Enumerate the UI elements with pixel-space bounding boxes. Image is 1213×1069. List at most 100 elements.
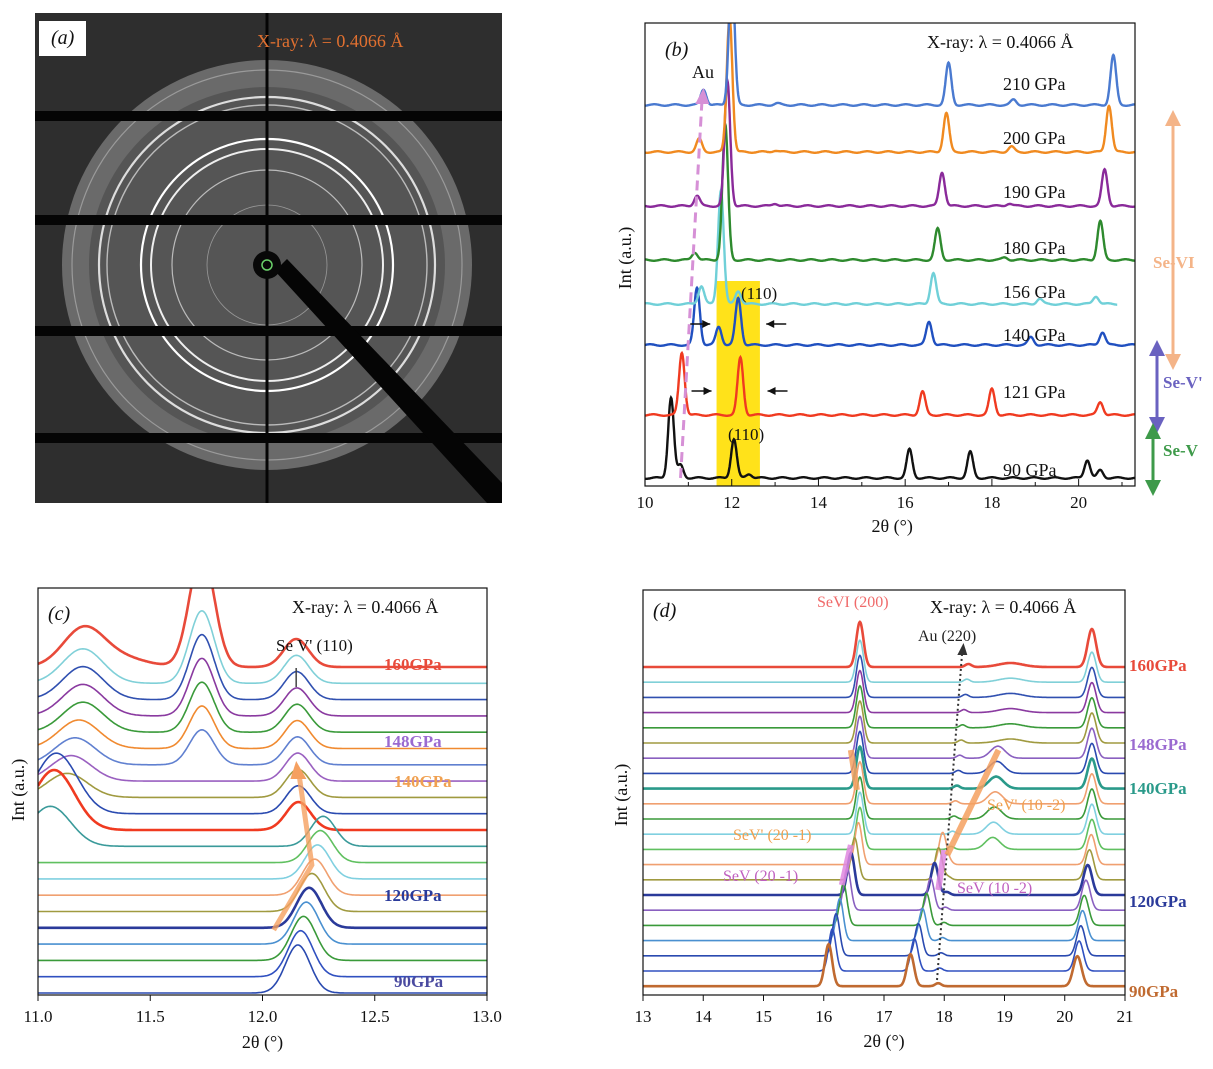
panel-c: 11.0 11.5 12.0 12.5 13.0 2θ (°) Int (a.u.) (c) X… xyxy=(0,585,520,1064)
d-annotation-2: SeV' (20 -1) xyxy=(733,827,811,844)
xtick-label-14: 14 xyxy=(810,493,828,512)
beamstop xyxy=(253,251,281,279)
phase-arrowhead-bottom-0 xyxy=(1165,354,1181,370)
pressure-label-156gpa: 156 GPa xyxy=(1003,282,1066,302)
phase-arrowhead-top-2 xyxy=(1145,423,1161,439)
panel-d-xlabel: 2θ (°) xyxy=(863,1031,904,1052)
phase-label-0: Se-VI xyxy=(1153,253,1195,272)
d-pressure-label-140gpa: 140GPa xyxy=(1129,779,1187,798)
panel-c-chart: 11.0 11.5 12.0 12.5 13.0 2θ (°) Int (a.u.) (c) X… xyxy=(8,587,502,1053)
d-annotation-3: SeV' (10 -2) xyxy=(987,797,1065,814)
panel-c-ylabel: Int (a.u.) xyxy=(8,759,29,821)
c-xtick-label-13: 13.0 xyxy=(472,1007,502,1026)
d-annotation-0: SeVI (200) xyxy=(817,594,889,611)
trace-c-15 xyxy=(38,858,487,896)
xtick-label-12: 12 xyxy=(723,493,740,512)
panel-b-xlabel: 2θ (°) xyxy=(872,516,913,537)
d-trend-arrow-3 xyxy=(944,748,1002,857)
trace-c-20 xyxy=(38,929,487,978)
d-pressure-label-120gpa: 120GPa xyxy=(1129,892,1187,911)
trace-90gpa xyxy=(645,395,1135,480)
shift-arrowhead-left-0 xyxy=(702,320,711,328)
trace-c-21 xyxy=(38,944,487,994)
phase-arrowhead-bottom-2 xyxy=(1145,480,1161,496)
panel-d-chart: 13 14 15 16 17 18 19 20 21 2θ (°) Int (a.u.) (d) X-r… xyxy=(611,589,1187,1052)
diffraction-image-panel: (a) X-ray: λ = 0.4066 Å xyxy=(35,13,502,503)
panel-b-traces xyxy=(645,23,1135,480)
phase-arrowhead-top-1 xyxy=(1149,340,1165,356)
trace-c-3 xyxy=(38,633,487,701)
trace-d-15 xyxy=(643,836,1125,881)
trace-d-21 xyxy=(643,927,1125,972)
au-220-trend xyxy=(936,649,964,981)
trace-c-12 xyxy=(38,805,487,848)
xtick-label-16: 16 xyxy=(897,493,914,512)
xtick-label-18: 18 xyxy=(983,493,1000,512)
trace-c-16 xyxy=(38,872,487,913)
pressure-label-180gpa: 180 GPa xyxy=(1003,238,1066,258)
d-annotation-1: Au (220) xyxy=(918,628,976,645)
panel-d-xray-label: X-ray: λ = 0.4066 Å xyxy=(930,597,1076,617)
trace-c-2 xyxy=(38,609,487,685)
trace-d-6 xyxy=(643,699,1125,744)
panel-b: 90 GPa 121 GPa 140 GPa 156 GPa 180 GPa 190 GP… xyxy=(605,18,1213,555)
shift-arrowhead-left-1 xyxy=(703,387,712,395)
trace-d-18 xyxy=(643,882,1125,927)
panel-c-frame xyxy=(37,587,488,996)
trace-c-4 xyxy=(38,657,487,717)
d-trend-arrow-2 xyxy=(847,749,860,791)
c-xtick-label-11.5: 11.5 xyxy=(136,1007,165,1026)
xtick-label-10: 10 xyxy=(637,493,654,512)
peak-trend-arrow xyxy=(271,769,315,932)
d-xtick-label-15: 15 xyxy=(755,1007,772,1026)
diffraction-image xyxy=(35,13,502,503)
trace-d-22 xyxy=(643,942,1125,988)
panel-b-chart: 90 GPa 121 GPa 140 GPa 156 GPa 180 GPa 190 GP… xyxy=(615,22,1203,537)
panel-a-xray-label: X-ray: λ = 0.4066 Å xyxy=(257,31,404,51)
panel-c-xray-label: X-ray: λ = 0.4066 Å xyxy=(292,597,438,617)
pressure-label-190gpa: 190 GPa xyxy=(1003,182,1066,202)
trace-140gpa xyxy=(645,285,1135,347)
pressure-label-140gpa: 140 GPa xyxy=(1003,325,1066,345)
d-trend-arrow-0 xyxy=(838,844,854,886)
trace-c-11 xyxy=(38,768,487,832)
trace-d-4 xyxy=(643,669,1125,714)
d-xtick-label-19: 19 xyxy=(996,1007,1013,1026)
pressure-label-210gpa: 210 GPa xyxy=(1003,74,1066,94)
d-xtick-label-16: 16 xyxy=(815,1007,832,1026)
xtick-label-20: 20 xyxy=(1070,493,1087,512)
trace-d-16 xyxy=(643,851,1125,897)
beam-center xyxy=(261,259,273,271)
panel-d: 13 14 15 16 17 18 19 20 21 2θ (°) Int (a.u.) (d) X-r… xyxy=(605,585,1213,1064)
trace-210gpa xyxy=(645,23,1135,107)
trace-c-14 xyxy=(38,844,487,880)
trace-d-19 xyxy=(643,897,1125,942)
hkl-bottom-label: (110) xyxy=(728,425,764,444)
trace-d-9 xyxy=(643,744,1125,790)
trace-d-13 xyxy=(643,806,1125,851)
trace-d-1 xyxy=(643,620,1125,669)
d-xtick-label-20: 20 xyxy=(1056,1007,1073,1026)
trace-d-12 xyxy=(643,791,1125,835)
trace-d-3 xyxy=(643,654,1125,699)
peak-trend-arrowhead xyxy=(290,761,307,779)
trace-c-8 xyxy=(38,752,487,782)
d-trend-arrow-1 xyxy=(935,849,948,891)
au-220-arrowhead xyxy=(957,643,968,655)
panel-d-frame xyxy=(642,589,1126,996)
au-label: Au xyxy=(692,62,714,82)
trace-c-7 xyxy=(38,728,487,766)
c-xtick-label-12: 12.0 xyxy=(248,1007,278,1026)
trace-c-13 xyxy=(38,829,487,864)
panel-d-traces xyxy=(643,620,1125,988)
d-xtick-label-18: 18 xyxy=(936,1007,953,1026)
pressure-label-90gpa: 90 GPa xyxy=(1003,460,1057,480)
trace-d-5 xyxy=(643,684,1125,729)
d-pressure-label-160gpa: 160GPa xyxy=(1129,656,1187,675)
au-arrow-head xyxy=(695,88,710,104)
c-xtick-label-12.5: 12.5 xyxy=(360,1007,390,1026)
trace-d-7 xyxy=(643,715,1125,759)
hkl-top-label: (110) xyxy=(741,284,777,303)
panel-b-ylabel: Int (a.u.) xyxy=(615,227,636,289)
d-xtick-label-13: 13 xyxy=(635,1007,652,1026)
